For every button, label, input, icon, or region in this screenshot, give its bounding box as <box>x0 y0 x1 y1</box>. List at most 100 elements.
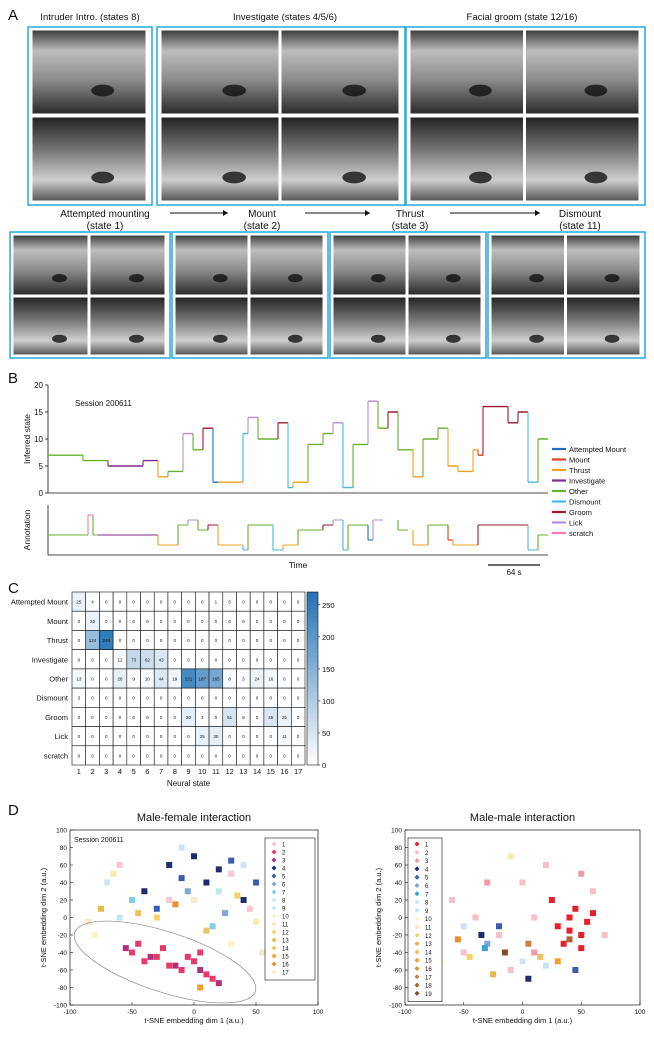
legend-label: 8 <box>425 901 429 907</box>
cell-value: 0 <box>297 715 300 720</box>
legend-label: Thrust <box>569 466 591 475</box>
colorbar-step <box>307 630 318 636</box>
mouse <box>445 274 461 283</box>
colorbar-step <box>307 674 318 679</box>
point <box>191 958 197 965</box>
point <box>184 888 191 895</box>
legend-label: 17 <box>282 971 289 977</box>
colorbar-step <box>307 756 318 762</box>
legend-marker <box>271 881 277 887</box>
x-tick-label: 0 <box>192 1009 196 1016</box>
colorbar-step <box>307 613 318 619</box>
colorbar-step <box>307 747 318 753</box>
cell-value: 0 <box>132 696 135 701</box>
cell-value: 0 <box>269 753 272 758</box>
point <box>481 945 488 952</box>
cell-value: 0 <box>297 600 300 605</box>
colorbar-step <box>307 730 318 736</box>
chart-annotation: Session 200611 <box>75 399 132 408</box>
panel-box <box>329 231 487 359</box>
cell-value: 0 <box>174 638 177 643</box>
cell-value: 0 <box>132 734 135 739</box>
legend-label: 15 <box>282 955 289 961</box>
x-tick-label: 17 <box>294 767 302 776</box>
video-frame <box>280 116 400 202</box>
video-frame <box>160 116 280 202</box>
legend-label: 9 <box>282 907 286 913</box>
row-label: Investigate <box>32 655 68 664</box>
legend-label: Other <box>569 487 588 496</box>
colorbar-step <box>307 648 318 654</box>
y-tick-label: 15 <box>34 408 43 417</box>
panel-header: Investigate (states 4/5/6) <box>233 12 337 23</box>
cell-value: 43 <box>159 657 165 662</box>
point <box>519 958 526 965</box>
point <box>166 962 173 969</box>
colorbar-tick-label: 200 <box>322 633 335 642</box>
legend-marker <box>414 841 420 847</box>
point <box>135 910 142 917</box>
row-label: Mount <box>47 617 69 626</box>
cell-value: 0 <box>174 715 177 720</box>
cell-value: 0 <box>160 715 163 720</box>
cell-value: 0 <box>91 753 94 758</box>
x-tick-label: 16 <box>280 767 288 776</box>
cluster-outline <box>73 920 257 1004</box>
point <box>147 953 154 960</box>
point <box>246 905 253 912</box>
colorbar-tick-label: 150 <box>322 665 335 674</box>
legend-label: 11 <box>425 926 432 932</box>
mouse <box>222 84 246 97</box>
cell-value: 0 <box>132 715 135 720</box>
point <box>566 927 573 934</box>
x-tick-label: 14 <box>253 767 261 776</box>
point <box>228 940 235 947</box>
point <box>253 918 259 925</box>
cell-value: 0 <box>174 753 177 758</box>
cell-value: 30 <box>186 715 192 720</box>
cell-value: 16 <box>268 677 274 682</box>
colorbar-step <box>307 592 318 597</box>
point <box>215 866 222 873</box>
stage-name: Thrust <box>396 209 425 220</box>
x-tick-label: 50 <box>252 1009 260 1016</box>
cell-value: 248 <box>103 638 111 643</box>
cell-value: 0 <box>132 619 135 624</box>
legend-label: 15 <box>425 959 432 965</box>
cell-value: 0 <box>242 734 245 739</box>
colorbar-tick-label: 250 <box>322 601 335 610</box>
point <box>166 897 173 903</box>
cell-value: 0 <box>119 734 122 739</box>
cell-value: 0 <box>215 657 218 662</box>
stage-name: Mount <box>248 209 276 220</box>
legend-label: 2 <box>282 851 286 857</box>
cell-value: 0 <box>215 619 218 624</box>
video-frame <box>332 296 407 356</box>
cell-value: 0 <box>146 619 149 624</box>
legend-label: Groom <box>569 508 592 517</box>
cell-value: 0 <box>242 696 245 701</box>
point <box>543 962 549 969</box>
cell-value: 0 <box>201 657 204 662</box>
legend-marker <box>414 982 420 988</box>
cell-value: 0 <box>132 600 135 605</box>
cell-value: 0 <box>269 734 272 739</box>
row-label: Thrust <box>47 636 69 645</box>
legend-label: 2 <box>425 851 429 857</box>
video-frame <box>332 234 407 296</box>
mouse <box>212 274 228 283</box>
point <box>566 936 573 943</box>
colorbar-step <box>307 609 318 615</box>
point <box>507 967 514 973</box>
y-tick-label: 0 <box>63 915 67 922</box>
legend-marker <box>414 849 420 855</box>
row-label: scratch <box>44 751 68 760</box>
legend-marker <box>271 841 277 847</box>
cell-value: 10 <box>145 677 151 682</box>
legend-label: 6 <box>425 884 429 890</box>
cell-value: 0 <box>215 638 218 643</box>
cell-value: 0 <box>119 753 122 758</box>
legend-label: 9 <box>425 909 429 915</box>
y-tick-label: -40 <box>58 950 68 957</box>
